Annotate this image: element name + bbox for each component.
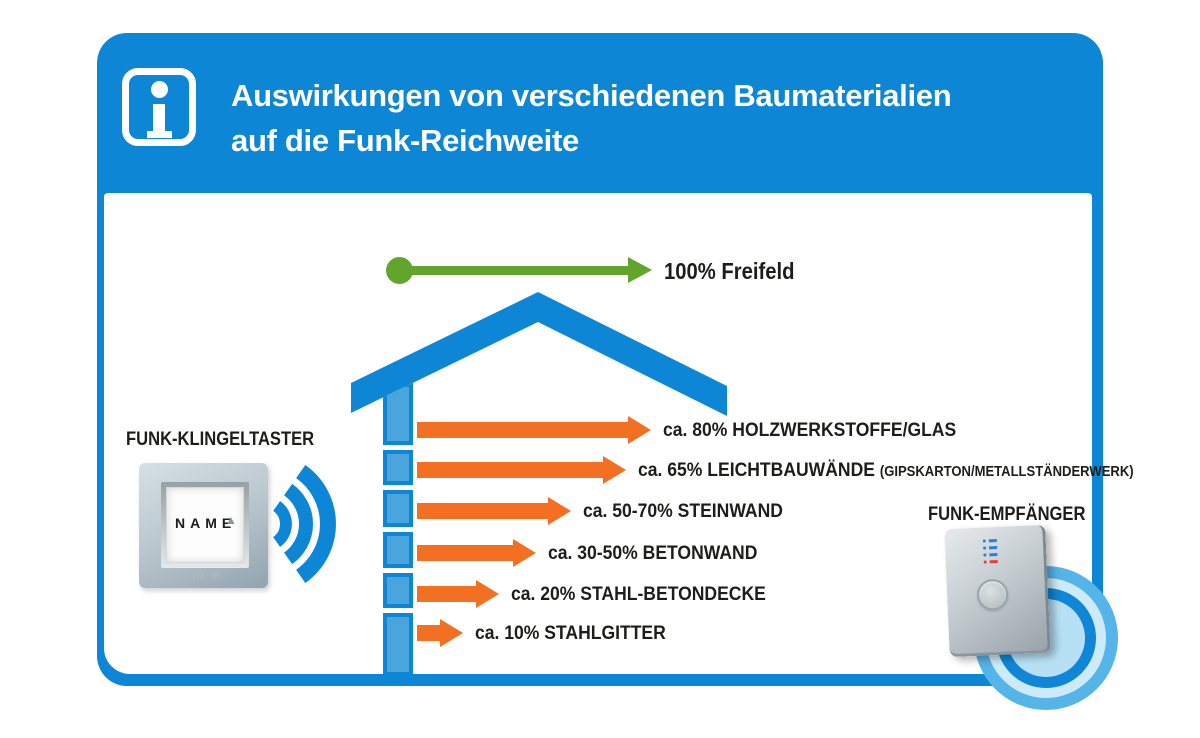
bar-leichtbauwaende-head bbox=[603, 456, 626, 484]
bar-holzwerkstoffe-head bbox=[628, 416, 651, 444]
bar-steinwand-head bbox=[548, 497, 571, 525]
doorbell-name-text: NAME bbox=[175, 515, 237, 531]
doorbell-name-plate bbox=[166, 487, 244, 563]
bar-betonwand-head bbox=[513, 539, 536, 567]
info-icon bbox=[122, 68, 196, 146]
bar-stahlbetondecke bbox=[417, 586, 476, 602]
bar-steinwand bbox=[417, 503, 548, 519]
receiver-label: FUNK-EMPFÄNGER bbox=[928, 503, 1086, 525]
bar-stahlgitter-label: ca. 10% STAHLGITTER bbox=[475, 622, 666, 644]
freefield-label: 100% Freifeld bbox=[664, 258, 795, 284]
info-icon-stem bbox=[153, 104, 165, 138]
wall-segment bbox=[383, 450, 413, 485]
bell-icon: ▲ bbox=[225, 513, 237, 527]
bar-betonwand bbox=[417, 545, 513, 561]
bar-stahlgitter bbox=[417, 625, 440, 641]
wall-segment bbox=[383, 613, 413, 676]
info-icon-foot bbox=[147, 131, 172, 138]
bar-stahlbetondecke-label: ca. 20% STAHL-BETONDECKE bbox=[511, 583, 766, 605]
freefield-arrow-head bbox=[628, 257, 652, 283]
page-title-line2: auf die Funk-Reichweite bbox=[231, 123, 579, 158]
freefield-arrow-body bbox=[399, 266, 628, 275]
bar-holzwerkstoffe-label: ca. 80% HOLZWERKSTOFFE/GLAS bbox=[663, 419, 957, 441]
bar-leichtbauwaende bbox=[417, 462, 603, 478]
wall-segment bbox=[383, 573, 413, 608]
bar-leichtbauwaende-note: (GIPSKARTON/METALLSTÄNDERWERK) bbox=[879, 464, 1134, 480]
brand-logo: m-e bbox=[192, 566, 220, 582]
page-title-line1: Auswirkungen von verschiedenen Baumateri… bbox=[231, 78, 952, 113]
bar-leichtbauwaende-label: ca. 65% LEICHTBAUWÄNDE (GIPSKARTON/METAL… bbox=[638, 458, 1134, 484]
wall-segment bbox=[383, 532, 413, 568]
bar-steinwand-label: ca. 50-70% STEINWAND bbox=[583, 500, 783, 522]
bar-stahlbetondecke-head bbox=[476, 580, 499, 608]
info-icon-dot bbox=[151, 81, 168, 98]
bar-holzwerkstoffe bbox=[417, 422, 628, 438]
bar-stahlgitter-head bbox=[440, 619, 463, 647]
bar-betonwand-label: ca. 30-50% BETONWAND bbox=[548, 542, 758, 564]
receiver-button bbox=[976, 578, 1009, 611]
wall-segment bbox=[383, 490, 413, 527]
receiver-device bbox=[944, 524, 1051, 658]
sender-label: FUNK-KLINGELTASTER bbox=[126, 428, 315, 450]
bar-leichtbauwaende-main: ca. 65% LEICHTBAUWÄNDE bbox=[638, 459, 875, 481]
